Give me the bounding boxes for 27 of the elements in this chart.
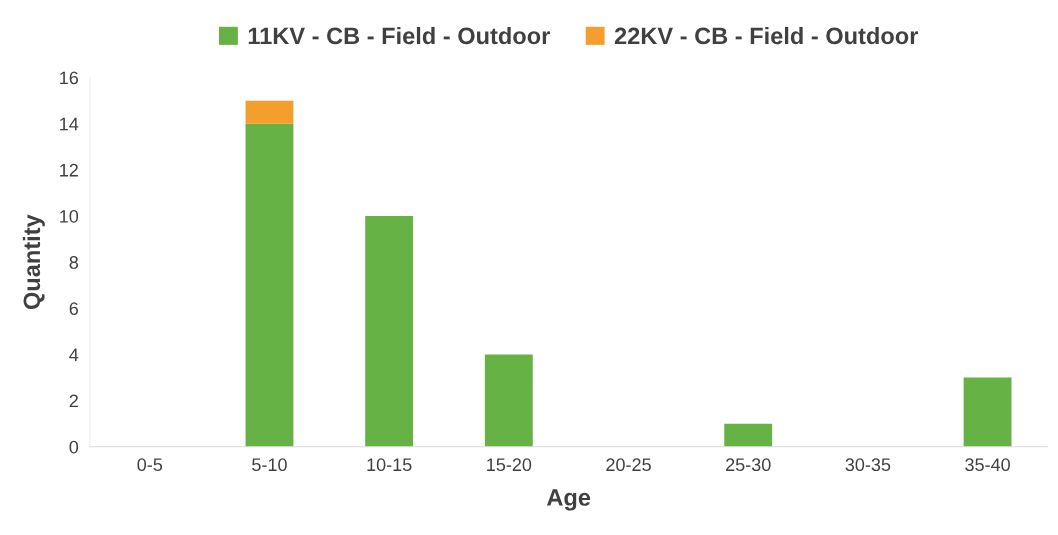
y-tick-label: 10: [60, 209, 79, 223]
y-tick-label: 0: [69, 440, 79, 454]
x-tick-label: 20-25: [606, 458, 651, 472]
bar: [724, 423, 773, 447]
bar: [245, 123, 294, 447]
x-tick-label: 25-30: [726, 458, 771, 472]
y-axis-title: Quantity: [22, 214, 45, 310]
y-tick-label: 8: [69, 256, 79, 269]
y-tick-label: 4: [69, 348, 79, 361]
x-tick-label: 15-20: [487, 458, 532, 472]
bar: [245, 100, 294, 124]
bar: [484, 354, 533, 447]
x-tick-label: 5-10: [252, 458, 287, 472]
x-axis-title: Age: [546, 489, 591, 511]
y-tick-label: 12: [60, 163, 78, 177]
legend-label: 11KV - CB - Field - Outdoor: [248, 26, 550, 45]
legend-label: 22KV - CB - Field - Outdoor: [614, 26, 919, 45]
y-tick-label: 6: [69, 302, 79, 316]
x-tick-label: 10-15: [367, 458, 412, 472]
y-tick-label: 2: [69, 394, 78, 408]
x-tick-label: 30-35: [845, 458, 891, 472]
bar: [365, 216, 414, 447]
y-tick-label: 14: [60, 117, 79, 131]
x-tick-label: 0-5: [137, 458, 163, 472]
bar: [963, 377, 1012, 447]
y-tick-label: 16: [60, 71, 79, 85]
x-tick-label: 35-40: [965, 458, 1010, 472]
